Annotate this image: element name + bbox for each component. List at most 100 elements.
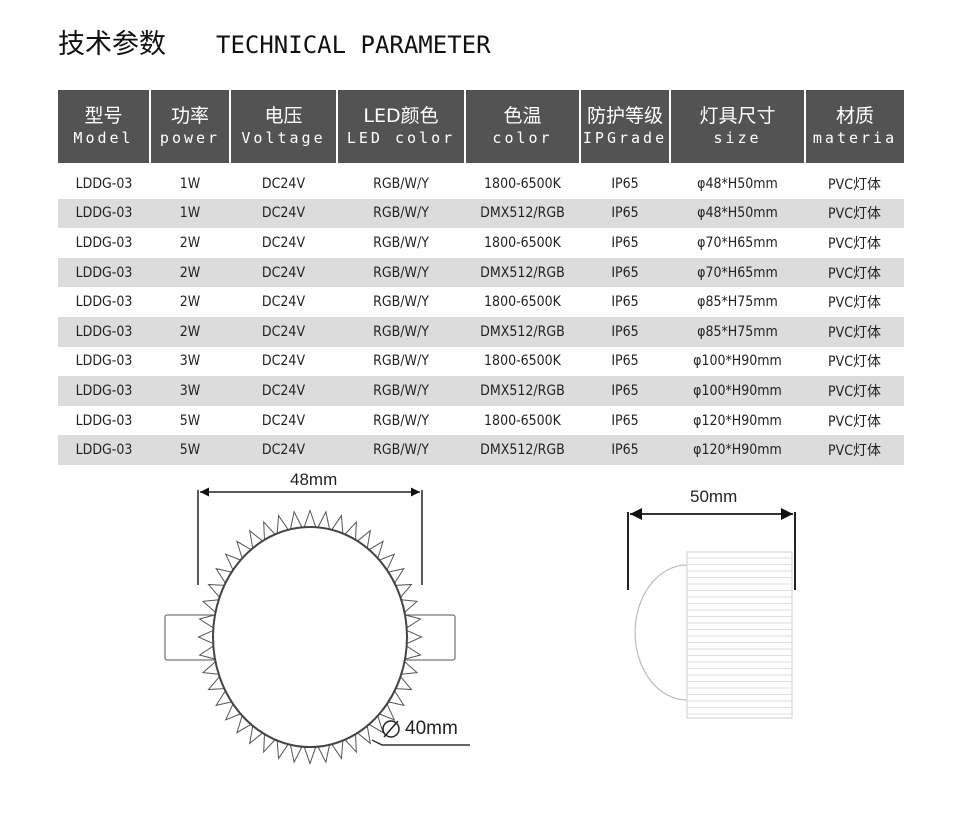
column-header: 型号 Model	[58, 90, 150, 163]
heatsink-fin	[344, 520, 357, 540]
table-cell: RGB/W/Y	[373, 234, 429, 251]
column-header: 电压 Voltage	[229, 90, 337, 163]
table-cell: DC24V	[261, 175, 306, 192]
heatsink-fin	[368, 540, 384, 559]
heatsink-fin	[236, 540, 252, 559]
heatsink-fin	[201, 599, 219, 613]
table-cell: LDDG-03	[75, 294, 133, 311]
table-cell: 1W	[179, 175, 201, 192]
table-cell: DMX512/RGB	[465, 376, 580, 406]
heatsink-fin	[379, 703, 396, 721]
table-cell: RGB/W/Y	[337, 376, 465, 406]
table-row: LDDG-03 1W DC24V RGB/W/Y 1800-6500K IP65 φ48*H…	[58, 163, 904, 199]
header-zh: 电压	[264, 105, 303, 128]
table-cell: LDDG-03	[75, 234, 133, 251]
table-row: LDDG-03 2W DC24V RGB/W/Y DMX512/RGB IP65 φ70*H…	[58, 257, 904, 288]
heatsink-fin	[317, 510, 331, 530]
table-row: LDDG-03 3W DC24V RGB/W/Y DMX512/RGB IP65 φ100*…	[58, 376, 904, 406]
heatsink-fin	[263, 734, 276, 754]
table-cell: RGB/W/Y	[373, 353, 429, 370]
header-en: Model	[73, 129, 134, 147]
header-en: IPGrade	[582, 129, 668, 147]
front-view-drawing	[164, 487, 470, 766]
header-en: materia	[812, 129, 898, 147]
heatsink-fin	[224, 553, 241, 571]
heatsink-fin	[344, 734, 357, 754]
table-cell: φ100*H90mm	[693, 353, 782, 370]
table-cell: PVC灯体	[827, 176, 881, 193]
table-cell: DMX512/RGB	[465, 198, 580, 229]
table-cell: IP65	[611, 353, 639, 370]
table-cell: DMX512/RGB	[465, 257, 580, 288]
table-cell: IP65	[611, 175, 639, 192]
side-view-drawing	[627, 508, 796, 719]
table-cell: 2W	[179, 234, 201, 251]
heatsink-fin	[406, 629, 423, 645]
column-header: 灯具尺寸 size	[669, 90, 805, 163]
table-row: LDDG-03 2W DC24V RGB/W/Y 1800-6500K IP65 φ85*H…	[58, 287, 904, 317]
front-diameter-label: 40mm	[405, 718, 458, 739]
table-cell: LDDG-03	[58, 316, 150, 347]
table-cell: DC24V	[261, 353, 306, 370]
heatsink-fin	[395, 583, 413, 598]
table-cell: PVC灯体	[805, 198, 904, 229]
heatsink-fin	[198, 614, 216, 629]
header-en: LED color	[346, 129, 456, 147]
heatsink-fin	[207, 676, 225, 691]
table-cell: LDDG-03	[75, 175, 133, 192]
heatsink-fin	[401, 661, 419, 675]
heatsink-fin	[289, 744, 303, 764]
table-cell: LDDG-03	[58, 257, 150, 288]
front-width-label: 48mm	[290, 470, 338, 489]
table-row: LDDG-03 2W DC24V RGB/W/Y 1800-6500K IP65 φ70*H…	[58, 228, 904, 258]
heatsink-fin	[289, 510, 303, 530]
header-en: color	[492, 129, 553, 147]
heatsink-fin	[276, 514, 289, 534]
title-en: TECHNICAL PARAMETER	[216, 31, 491, 59]
column-header: LED颜色 LED color	[336, 90, 465, 163]
table-cell: LDDG-03	[58, 376, 150, 406]
heatsink-fin	[404, 614, 422, 629]
table-cell: DC24V	[261, 234, 306, 251]
table-cell: PVC灯体	[827, 295, 881, 312]
column-header: 色温 color	[464, 90, 580, 163]
heatsink-fin	[215, 567, 232, 584]
table-cell: 2W	[179, 294, 201, 311]
table-cell: IP65	[580, 316, 670, 347]
table-cell: RGB/W/Y	[373, 412, 429, 429]
spec-table: 型号 Model 功率 power 电压 Voltage LED颜色 LED color 色温 c…	[58, 90, 904, 465]
table-cell: PVC灯体	[805, 435, 904, 465]
table-cell: RGB/W/Y	[337, 435, 465, 465]
table-cell: IP65	[580, 257, 670, 288]
table-cell: PVC灯体	[827, 235, 881, 252]
table-cell: φ100*H90mm	[670, 376, 805, 406]
table-cell: LDDG-03	[58, 198, 150, 229]
heatsink-fin	[388, 567, 405, 584]
table-cell: 2W	[150, 257, 230, 288]
table-cell: DMX512/RGB	[465, 435, 580, 465]
table-cell: φ85*H75mm	[697, 294, 778, 311]
heatsink-fin	[215, 690, 232, 707]
table-cell: PVC灯体	[827, 354, 881, 371]
table-row: LDDG-03 1W DC24V RGB/W/Y DMX512/RGB IP65 φ48*H…	[58, 198, 904, 229]
table-cell: PVC灯体	[805, 316, 904, 347]
table-cell: φ120*H90mm	[693, 412, 782, 429]
table-cell: 1800-6500K	[484, 234, 561, 251]
heatsink-fin	[207, 583, 225, 598]
table-cell: 3W	[179, 353, 201, 370]
table-cell: PVC灯体	[805, 376, 904, 406]
heatsink-fin	[198, 645, 216, 660]
table-cell: LDDG-03	[75, 412, 133, 429]
heatsink-fin	[379, 553, 396, 571]
table-cell: RGB/W/Y	[373, 175, 429, 192]
table-cell: IP65	[611, 412, 639, 429]
table-row: LDDG-03 3W DC24V RGB/W/Y 1800-6500K IP65 φ100*…	[58, 347, 904, 377]
table-cell: φ70*H65mm	[697, 234, 778, 251]
table-cell: DC24V	[230, 257, 337, 288]
side-width-label: 50mm	[690, 487, 738, 506]
heatsink-fin	[401, 599, 419, 613]
heatsink-fin	[201, 661, 219, 675]
table-cell: 1800-6500K	[484, 353, 561, 370]
table-cell: DC24V	[230, 198, 337, 229]
